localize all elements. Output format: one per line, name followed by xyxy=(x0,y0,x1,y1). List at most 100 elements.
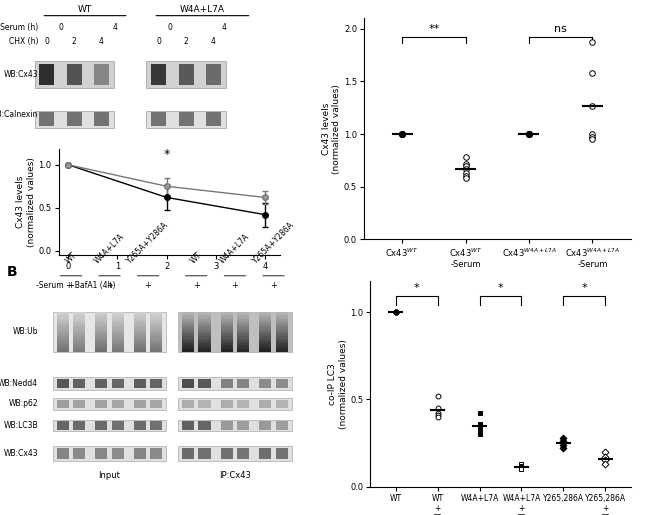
Text: ns: ns xyxy=(554,24,567,34)
Bar xyxy=(220,312,233,314)
Bar xyxy=(66,64,82,85)
Text: 4: 4 xyxy=(211,37,216,46)
Bar xyxy=(95,341,107,343)
Bar xyxy=(112,338,124,341)
Text: -Serum + BafA1 (4h): -Serum + BafA1 (4h) xyxy=(36,281,116,290)
Text: +: + xyxy=(231,281,239,290)
Bar xyxy=(34,61,114,88)
Bar xyxy=(73,312,85,314)
Bar xyxy=(198,323,211,325)
Bar xyxy=(57,332,69,334)
Bar xyxy=(220,320,233,323)
Bar xyxy=(150,330,162,332)
Bar xyxy=(112,332,124,334)
Bar xyxy=(95,327,107,330)
Text: WT: WT xyxy=(64,251,79,266)
Bar xyxy=(73,332,85,334)
Bar xyxy=(150,327,162,330)
Bar xyxy=(53,446,166,460)
Bar xyxy=(220,332,233,334)
Bar xyxy=(73,400,85,408)
Bar xyxy=(182,338,194,341)
Bar xyxy=(182,312,194,314)
Bar xyxy=(259,348,272,350)
Bar xyxy=(94,112,109,126)
Bar xyxy=(95,345,107,348)
Bar xyxy=(276,323,288,325)
Bar xyxy=(276,343,288,346)
Bar xyxy=(112,327,124,330)
Bar xyxy=(259,400,272,408)
Bar xyxy=(134,448,146,459)
Bar xyxy=(134,343,146,346)
Bar xyxy=(134,400,146,408)
Bar xyxy=(182,327,194,330)
Bar xyxy=(57,316,69,318)
Text: 0: 0 xyxy=(44,37,49,46)
Bar xyxy=(276,338,288,341)
Bar xyxy=(95,379,107,388)
Bar xyxy=(95,400,107,408)
Bar xyxy=(53,420,166,431)
Text: *: * xyxy=(498,283,503,293)
Bar xyxy=(182,330,194,332)
Text: 0: 0 xyxy=(156,37,161,46)
Bar xyxy=(237,421,249,430)
Bar xyxy=(259,330,272,332)
Bar xyxy=(259,448,272,459)
Bar xyxy=(276,448,288,459)
Bar xyxy=(276,330,288,332)
Bar xyxy=(112,448,124,459)
Bar xyxy=(95,325,107,328)
Bar xyxy=(73,314,85,316)
Bar xyxy=(276,332,288,334)
Text: *: * xyxy=(414,283,419,293)
Bar xyxy=(179,112,194,126)
Text: +: + xyxy=(270,281,277,290)
Bar xyxy=(57,318,69,321)
Bar xyxy=(220,323,233,325)
Bar xyxy=(39,64,55,85)
Bar xyxy=(182,316,194,318)
Bar xyxy=(150,350,162,352)
Bar xyxy=(198,341,211,343)
Bar xyxy=(237,341,249,343)
Bar xyxy=(220,330,233,332)
Bar xyxy=(182,336,194,339)
Bar xyxy=(95,320,107,323)
Bar xyxy=(95,318,107,321)
Bar xyxy=(237,327,249,330)
Bar xyxy=(259,312,272,314)
Bar xyxy=(198,421,211,430)
Bar xyxy=(134,320,146,323)
Bar xyxy=(73,330,85,332)
Bar xyxy=(259,350,272,352)
Text: *: * xyxy=(582,283,587,293)
Bar xyxy=(134,341,146,343)
Bar xyxy=(95,336,107,339)
Bar xyxy=(73,338,85,341)
Bar xyxy=(39,112,55,126)
Bar xyxy=(134,332,146,334)
Bar xyxy=(198,314,211,316)
Text: 4: 4 xyxy=(222,23,227,32)
Bar xyxy=(259,320,272,323)
Bar xyxy=(150,334,162,336)
Bar xyxy=(150,323,162,325)
Bar xyxy=(150,332,162,334)
Bar xyxy=(220,334,233,336)
Bar xyxy=(134,334,146,336)
Bar xyxy=(134,314,146,316)
Bar xyxy=(198,318,211,321)
Bar xyxy=(198,345,211,348)
Bar xyxy=(57,341,69,343)
Bar xyxy=(73,336,85,339)
Bar xyxy=(57,338,69,341)
Bar xyxy=(112,348,124,350)
Bar xyxy=(276,379,288,388)
Bar xyxy=(112,343,124,346)
Bar xyxy=(259,332,272,334)
Bar xyxy=(259,421,272,430)
Bar xyxy=(276,314,288,316)
Bar xyxy=(150,400,162,408)
